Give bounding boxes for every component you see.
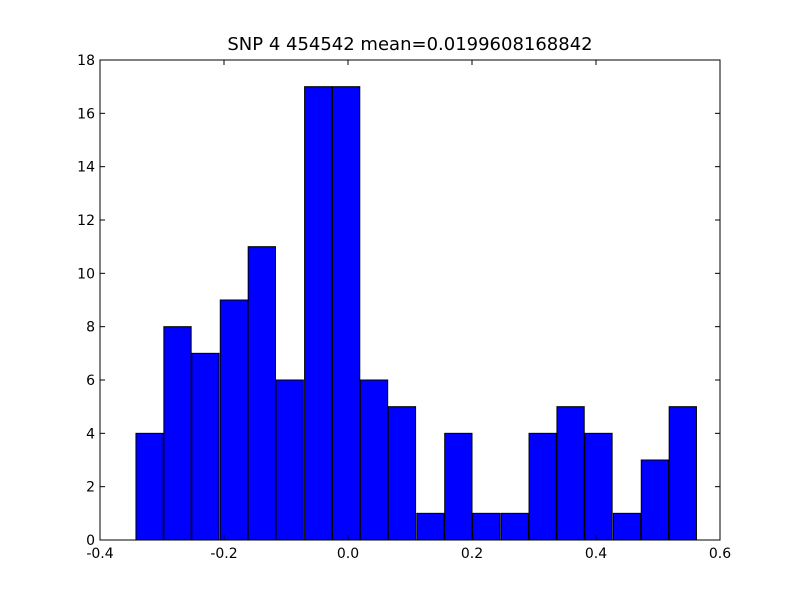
histogram-bar — [472, 512, 501, 541]
histogram-bar — [528, 432, 557, 541]
x-tick-label: -0.2 — [210, 546, 237, 562]
x-tick-label: 0.4 — [585, 546, 607, 562]
x-tick-label: -0.4 — [86, 546, 113, 562]
y-tick-label: 4 — [86, 426, 95, 442]
histogram-bar — [191, 352, 220, 541]
y-tick-label: 0 — [86, 533, 95, 549]
y-tick-label: 12 — [77, 213, 95, 229]
histogram-bar — [247, 246, 276, 541]
histogram-bar — [219, 299, 249, 541]
histogram-bar — [163, 326, 192, 541]
bar-series — [135, 86, 697, 541]
x-tick-label: 0.2 — [461, 546, 483, 562]
y-tick-label: 16 — [77, 106, 95, 122]
histogram-bar — [668, 406, 697, 541]
axis-tick-labels: -0.4 -0.2 0.0 0.2 0.4 0.6 0 2 4 6 8 10 12 14 16 18 — [77, 53, 731, 562]
y-tick-label: 6 — [86, 373, 95, 389]
histogram-bar — [584, 432, 613, 541]
histogram-bar — [332, 86, 361, 541]
x-tick-label: 0.6 — [709, 546, 731, 562]
histogram-bar — [135, 432, 164, 541]
plot-area-frame — [99, 59, 721, 541]
histogram-bar — [556, 406, 585, 541]
histogram-bar — [387, 406, 417, 541]
y-tick-label: 14 — [77, 160, 95, 176]
histogram-bar — [275, 379, 304, 541]
histogram-bar — [640, 459, 670, 541]
x-tick-label: 0.0 — [337, 546, 359, 562]
y-tick-label: 2 — [86, 480, 95, 496]
histogram-bar — [444, 432, 473, 541]
y-tick-label: 18 — [77, 53, 95, 69]
histogram-bar — [359, 379, 389, 541]
histogram-bar — [416, 512, 445, 541]
histogram-bar — [500, 512, 529, 541]
y-tick-label: 10 — [77, 266, 95, 282]
y-tick-label: 8 — [86, 320, 95, 336]
histogram-bar — [304, 86, 333, 541]
histogram-bar — [612, 512, 642, 541]
chart-title: SNP 4 454542 mean=0.0199608168842 — [227, 34, 592, 55]
